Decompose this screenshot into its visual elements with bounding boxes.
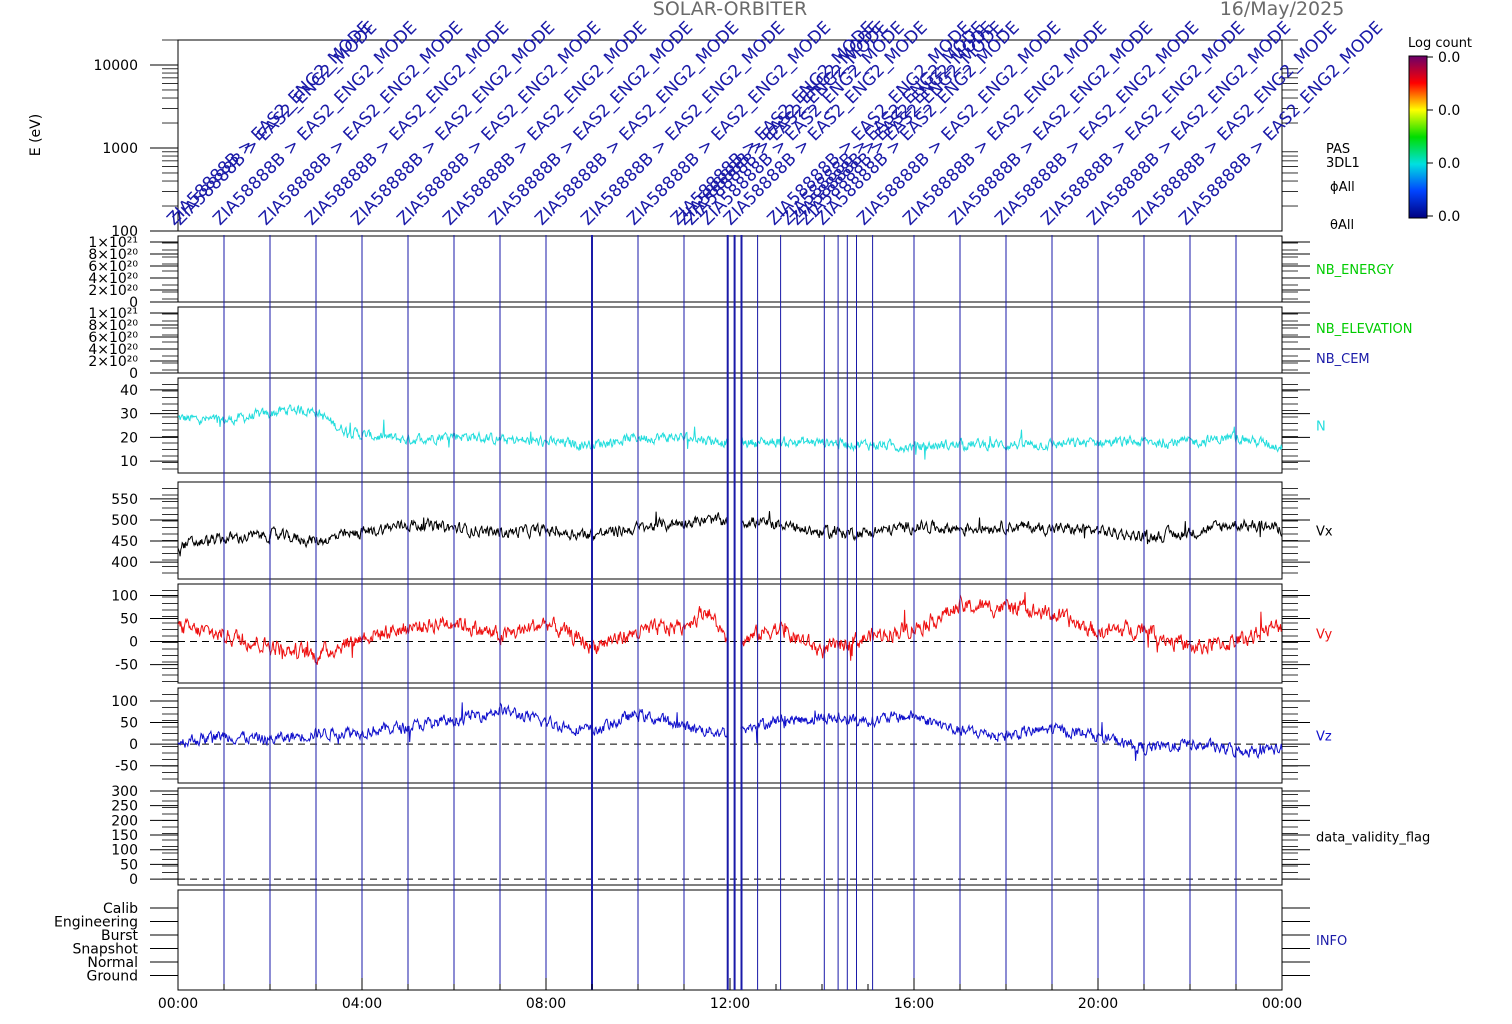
x-tick-label: 16:00 <box>894 996 934 1012</box>
validity-panel-tick-label: 300 <box>111 784 138 800</box>
spectrogram-frame <box>177 39 1283 232</box>
validity-panel-tick-label: 200 <box>111 813 138 829</box>
validity-panel-tick-label: 0 <box>129 872 138 888</box>
colorbar-tick-label: 0.0 <box>1438 50 1460 66</box>
x-tick-label: 04:00 <box>342 996 382 1012</box>
vz-panel-tick-label: 0 <box>129 737 138 753</box>
date-title: 16/May/2025 <box>1220 0 1345 20</box>
mission-title: SOLAR-ORBITER <box>653 0 807 20</box>
nb-elevation-panel-tick-label: 4×10²⁰ <box>88 342 138 358</box>
colorbar-title: Log count <box>1408 36 1472 51</box>
info-panel-frame <box>177 889 1283 991</box>
info-level-label: Calib <box>103 901 138 917</box>
vz-panel-series-label: Vz <box>1316 730 1332 745</box>
colorbar-scale <box>1408 55 1428 219</box>
x-tick-label: 08:00 <box>526 996 566 1012</box>
validity-panel-frame <box>177 787 1283 886</box>
vz-panel-series-line <box>177 702 1283 761</box>
spectrogram-side-label: θAll <box>1330 218 1354 233</box>
vx-panel-tick-label: 500 <box>111 513 138 529</box>
vz-panel-tick-label: -50 <box>115 759 138 775</box>
info-level-label: Ground <box>87 969 139 985</box>
density-panel-tick-label: 30 <box>120 407 138 423</box>
nb-energy-panel-series-label: NB_ENERGY <box>1316 263 1394 278</box>
validity-panel-tick-label: 50 <box>120 857 138 873</box>
vx-panel-frame <box>177 481 1283 580</box>
spectrogram-tick-label: 10000 <box>93 58 138 74</box>
nb-elevation-panel-tick-label: 8×10²⁰ <box>88 318 138 334</box>
validity-panel-tick-label: 150 <box>111 828 138 844</box>
x-tick-label: 00:00 <box>158 996 198 1012</box>
x-tick-label: 12:00 <box>710 996 750 1012</box>
nb-energy-panel-tick-label: 0 <box>129 295 138 311</box>
nb-elevation-panel-tick-label: 1×10²¹ <box>88 306 138 322</box>
density-panel-series-line <box>177 404 1283 460</box>
vy-panel-tick-label: 50 <box>120 612 138 628</box>
vx-panel-tick-label: 550 <box>111 492 138 508</box>
spectrogram-y-axis-label: E (eV) <box>28 114 44 156</box>
vx-panel-tick-label: 450 <box>111 534 138 550</box>
vy-panel-frame <box>177 583 1283 684</box>
nb-elevation-panel-tick-label: 2×10²⁰ <box>88 354 138 370</box>
info-panel-label: INFO <box>1316 934 1347 949</box>
colorbar-tick-label: 0.0 <box>1438 103 1460 119</box>
info-level-label: Engineering <box>54 915 138 931</box>
vz-panel-tick-label: 50 <box>120 716 138 732</box>
vy-panel-series-label: Vy <box>1316 628 1333 643</box>
nb-energy-panel-tick-label: 4×10²⁰ <box>88 271 138 287</box>
density-panel-series-label: N <box>1316 420 1326 435</box>
vx-panel-tick-label: 400 <box>111 555 138 571</box>
info-level-label: Burst <box>101 928 139 944</box>
spectrogram-tick-label: 1000 <box>102 141 138 157</box>
spectrogram-side-label: 3DL1 <box>1326 156 1360 171</box>
nb-elevation-panel-series-label: NB_ELEVATION <box>1316 322 1413 337</box>
info-level-label: Normal <box>87 955 138 971</box>
colorbar-tick-label: 0.0 <box>1438 209 1460 225</box>
nb-elevation-panel-series-label: NB_CEM <box>1316 352 1370 367</box>
nb-energy-panel-tick-label: 2×10²⁰ <box>88 283 138 299</box>
nb-elevation-panel-tick-label: 0 <box>129 366 138 382</box>
vx-panel-series-label: Vx <box>1316 525 1333 540</box>
nb-elevation-panel-frame <box>177 306 1283 374</box>
vx-panel-series-line <box>177 511 1283 557</box>
nb-energy-panel-frame <box>177 235 1283 303</box>
spectrogram-tick-label: 100 <box>111 224 138 240</box>
density-panel-tick-label: 20 <box>120 430 138 446</box>
density-panel-tick-label: 40 <box>120 383 138 399</box>
vy-panel-tick-label: -50 <box>115 658 138 674</box>
validity-panel-series-label: data_validity_flag <box>1316 831 1430 846</box>
spectrogram-side-label: ϕAll <box>1330 180 1355 195</box>
nb-energy-panel-tick-label: 8×10²⁰ <box>88 247 138 263</box>
nb-energy-panel-tick-label: 6×10²⁰ <box>88 259 138 275</box>
vy-panel-tick-label: 100 <box>111 589 138 605</box>
x-tick-label: 20:00 <box>1078 996 1118 1012</box>
vy-panel-series-line <box>177 592 1283 665</box>
spectrogram-side-label: PAS <box>1326 142 1350 157</box>
info-level-label: Snapshot <box>73 942 139 958</box>
vz-panel-frame <box>177 687 1283 784</box>
validity-panel-tick-label: 100 <box>111 843 138 859</box>
x-tick-label: 00:00 <box>1262 996 1302 1012</box>
density-panel-frame <box>177 377 1283 474</box>
density-panel-tick-label: 10 <box>120 454 138 470</box>
colorbar-tick-label: 0.0 <box>1438 156 1460 172</box>
nb-elevation-panel-tick-label: 6×10²⁰ <box>88 330 138 346</box>
vy-panel-tick-label: 0 <box>129 635 138 651</box>
nb-energy-panel-tick-label: 1×10²¹ <box>88 235 138 251</box>
vz-panel-tick-label: 100 <box>111 694 138 710</box>
validity-panel-tick-label: 250 <box>111 799 138 815</box>
